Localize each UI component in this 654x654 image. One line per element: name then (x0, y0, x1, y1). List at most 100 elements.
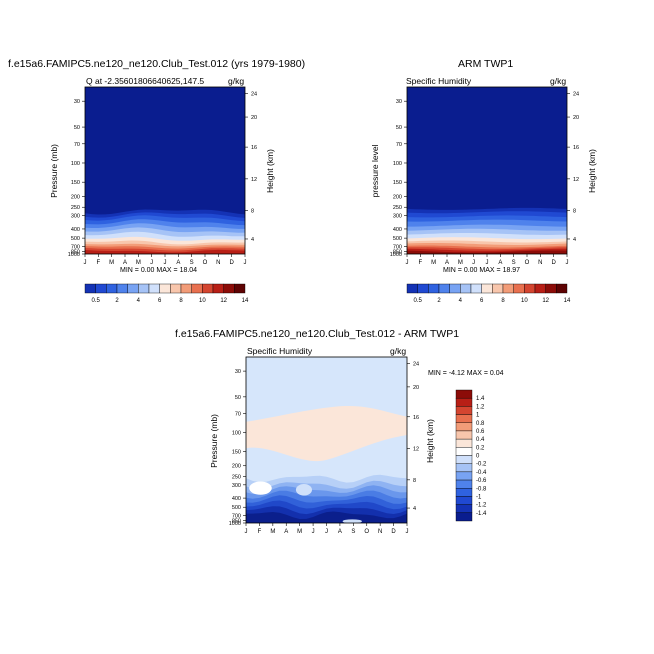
panel1-xtick-label: A (176, 260, 180, 266)
panel2-max-label: MAX = (479, 267, 501, 274)
panel3-ytick-label: 150 (232, 450, 241, 456)
panel3-xtick-label: F (258, 529, 262, 535)
panel2-colorbar-box (417, 283, 429, 294)
panel2-ytick-label: 150 (393, 180, 402, 186)
panel3-ytick-label: 50 (235, 395, 241, 401)
panel2-ytick-label: 500 (393, 236, 402, 242)
panel3-plot (246, 357, 407, 524)
panel3-colorbar-label: 0.4 (476, 437, 485, 443)
panel2-colorbar-label: 4 (459, 298, 463, 304)
panel2-ytick-label: 250 (393, 205, 402, 211)
panel3-colorbar-box (455, 512, 473, 522)
panel1-colorbar-box (212, 283, 224, 294)
panel2-ytick-label: 300 (393, 214, 402, 220)
panel1-htick-label: 16 (251, 145, 257, 151)
panel3-ytick-label: 70 (235, 411, 241, 417)
diff-neutral-blob (295, 483, 313, 496)
panel1-colorbar-label: 6 (158, 298, 162, 304)
panel3-ytick-label: 1000 (229, 521, 241, 527)
panel2-colorbar-box (524, 283, 536, 294)
panel2-ytick-label: 50 (396, 125, 402, 131)
panel3-colorbar-label: 0.2 (476, 445, 485, 451)
panel3-colorbar-label: 0 (476, 454, 480, 460)
panel1-xtick-label: J (164, 260, 167, 266)
panel1-plot (85, 87, 245, 254)
panel3-min-label: MIN = (428, 370, 447, 377)
panel3-colorbar-box (455, 488, 473, 497)
panel1-xtick-label: F (96, 260, 100, 266)
panel1-ytick-label: 50 (74, 125, 80, 131)
panel3-ytick-label: 100 (232, 431, 241, 437)
panel3-xtick-label: J (312, 529, 315, 535)
panel3-htick-label: 16 (413, 415, 419, 421)
panel3-colorbar-label: -0.6 (476, 478, 487, 484)
panel2-max-value: 18.97 (502, 267, 521, 274)
panel2-xtick-label: N (538, 260, 542, 266)
panel3-xtick-label: D (391, 529, 396, 535)
panel2-xtick-label: J (566, 260, 569, 266)
panel3-colorbar-box (455, 455, 473, 464)
humidity-contour-14 (407, 250, 567, 254)
diff-negative-contour (246, 511, 407, 523)
panel1-title: f.e15a6.FAMIPC5.ne120_ne120.Club_Test.01… (8, 58, 306, 70)
panel1-max-label: MAX = (156, 267, 178, 274)
panel3-colorbar-label: -0.8 (476, 486, 487, 492)
panel3-htick-label: 12 (413, 446, 419, 452)
panel3-subtitle-left: Specific Humidity (247, 346, 313, 356)
panel3-ytick-label: 300 (232, 483, 241, 489)
panel3-htick-label: 24 (413, 362, 419, 368)
panel2-xtick-label: J (486, 260, 489, 266)
panel1-ytick-label: 500 (71, 236, 80, 242)
panel3-xtick-label: O (364, 529, 369, 535)
panel2-colorbar-box (428, 283, 440, 294)
diff-neutral-blob (249, 481, 272, 495)
panel3-colorbar-box (455, 496, 473, 505)
panel1-xtick-label: J (244, 260, 247, 266)
panel1-max-value: 18.04 (179, 267, 198, 274)
panel1-colorbar-label: 14 (242, 298, 249, 304)
panel3-colorbar-box (455, 447, 473, 456)
panel2-colorbar-box (438, 283, 450, 294)
panel1-colorbar-label: 8 (179, 298, 183, 304)
panel2-colorbar-box (534, 283, 546, 294)
panel3-colorbar-box (455, 430, 473, 440)
panel3-colorbar-box (455, 438, 473, 448)
diff-positive-band (246, 406, 407, 462)
panel3-colorbar-box (455, 471, 473, 481)
panel1-colorbar-box (223, 283, 235, 294)
panel3-colorbar-box (455, 414, 473, 423)
panel2-ytick-label: 400 (393, 227, 402, 233)
panel3-colorbar-label: -0.2 (476, 462, 487, 468)
panel1-colorbar-box (170, 283, 182, 294)
panel3-xtick-label: S (351, 529, 355, 535)
panel3-xtick-label: M (297, 529, 302, 535)
panel2-ytick-label: 1000 (390, 252, 402, 258)
panel1-colorbar-label: 0.5 (91, 298, 100, 304)
panel1-colorbar-box (234, 283, 246, 294)
panel1-min-value: 0.00 (140, 267, 155, 274)
panel2-subtitle-right: g/kg (550, 76, 567, 86)
panel1-htick-label: 12 (251, 177, 257, 183)
panel3-ytick-label: 250 (232, 475, 241, 481)
panel1-colorbar-box (148, 283, 160, 294)
panel2-colorbar-label: 0.5 (413, 298, 422, 304)
panel3-colorbar-box (455, 397, 473, 407)
panel1-xtick-label: O (203, 260, 208, 266)
humidity-contour-13 (85, 249, 245, 254)
panel1-colorbar-box (191, 283, 203, 294)
panel2-xtick-label: M (458, 260, 463, 266)
panel2-colorbar-box (406, 283, 418, 294)
panel2-min-value: 0.00 (463, 267, 478, 274)
panel2-xtick-label: J (406, 260, 409, 266)
panel3-xtick-label: J (325, 529, 328, 535)
panel1-colorbar-label: 4 (137, 298, 141, 304)
panel1-min-label: MIN = (120, 267, 139, 274)
panel2-colorbar-box (481, 283, 493, 294)
panel3-max-value: 0.04 (489, 370, 504, 377)
panel1-colorbar-box (106, 283, 118, 294)
panel3-ytick-label: 700 (232, 514, 241, 520)
panel2-colorbar-box (492, 283, 504, 294)
panel1-ytick-label: 100 (71, 161, 80, 167)
panel2-ytick-label: 100 (393, 161, 402, 167)
panel1-xtick-label: D (229, 260, 234, 266)
